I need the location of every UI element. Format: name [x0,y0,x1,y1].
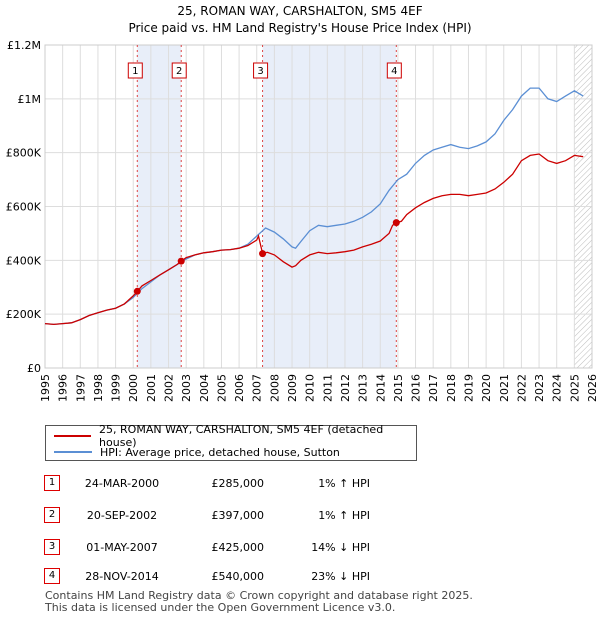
x-tick-label: 2018 [445,374,458,402]
y-tick-label: £600K [6,201,42,214]
sale-hpi-comparison: 14% ↓ HPI [311,541,370,554]
x-tick-label: 2021 [498,374,511,402]
x-tick-label: 2003 [180,374,193,402]
y-tick-label: £800K [6,147,42,160]
x-tick-label: 2002 [163,374,176,402]
sale-date: 24-MAR-2000 [84,477,160,490]
sale-marker-label-1: 1 [132,66,138,77]
sale-price: £285,000 [211,477,265,490]
sale-number-badge: 1 [44,475,60,491]
y-tick-label: £400K [6,254,42,267]
sale-hpi-comparison: 23% ↓ HPI [311,570,370,583]
y-tick-label: £0 [27,362,41,375]
sale-number-badge: 3 [44,539,60,555]
x-tick-label: 2010 [304,374,317,402]
attribution-footer: Contains HM Land Registry data © Crown c… [45,590,473,614]
sale-price: £540,000 [211,570,265,583]
legend-swatch-property [54,435,92,437]
sale-point-4 [392,219,400,227]
sale-date: 20-SEP-2002 [86,509,158,522]
x-tick-label: 1999 [110,374,123,402]
x-tick-label: 1997 [74,374,87,402]
sale-marker-box-3 [253,62,269,79]
x-tick-label: 1996 [57,374,70,402]
sale-marker-label-2: 2 [176,66,182,77]
x-tick-label: 2000 [127,374,140,402]
sale-number-badge: 2 [44,507,60,523]
x-tick-label: 2001 [145,374,158,402]
legend-item-property: 25, ROMAN WAY, CARSHALTON, SM5 4EF (deta… [54,423,416,449]
sale-marker-box-4 [386,62,402,79]
sale-row-4: 4 28-NOV-2014 £540,000 23% ↓ HPI [0,565,600,587]
legend-item-hpi: HPI: Average price, detached house, Sutt… [54,444,340,460]
legend: 25, ROMAN WAY, CARSHALTON, SM5 4EF (deta… [45,423,417,461]
sale-marker-label-3: 3 [257,66,263,77]
x-tick-label: 2020 [480,374,493,402]
x-tick-label: 2017 [427,374,440,402]
x-tick-label: 1998 [92,374,105,402]
x-tick-label: 2004 [198,374,211,402]
x-tick-label: 2005 [215,374,228,402]
legend-label-property: 25, ROMAN WAY, CARSHALTON, SM5 4EF (deta… [99,423,384,449]
attribution-line-1: Contains HM Land Registry data © Crown c… [45,589,473,602]
sale-marker-label-4: 4 [391,66,397,77]
x-tick-label: 2019 [462,374,475,402]
sale-point-2 [177,257,185,265]
x-tick-label: 2025 [568,374,581,402]
chart-subtitle: Price paid vs. HM Land Registry's House … [128,21,471,35]
x-tick-label: 2023 [533,374,546,402]
sale-price: £425,000 [211,541,265,554]
sale-hpi-comparison: 1% ↑ HPI [318,477,370,490]
x-tick-label: 2016 [410,374,423,402]
x-tick-label: 2014 [374,374,387,402]
sale-marker-box-1 [127,62,143,79]
x-tick-label: 2024 [551,374,564,402]
x-tick-label: 2015 [392,374,405,402]
price-chart: 25, ROMAN WAY, CARSHALTON, SM5 4EF Price… [6,4,599,402]
y-tick-label: £1M [18,93,42,106]
x-tick-label: 2012 [339,374,352,402]
legend-label-hpi: HPI: Average price, detached house, Sutt… [100,445,340,459]
x-tick-label: 2007 [251,374,264,402]
attribution-line-2: This data is licensed under the Open Gov… [45,601,396,614]
x-tick-label: 2011 [321,374,334,402]
sale-number-badge: 4 [44,568,60,584]
x-tick-label: 2013 [357,374,370,402]
plot-border [44,44,593,369]
x-tick-label: 2008 [268,374,281,402]
sale-point-3 [259,250,267,258]
sale-point-1 [133,287,141,295]
x-tick-label: 2006 [233,374,246,402]
y-tick-label: £1.2M [7,39,41,52]
sale-row-3: 3 01-MAY-2007 £425,000 14% ↓ HPI [0,536,600,558]
y-tick-label: £200K [6,308,42,321]
chart-title: 25, ROMAN WAY, CARSHALTON, SM5 4EF [177,4,422,18]
x-tick-label: 2026 [586,374,599,402]
sale-hpi-comparison: 1% ↑ HPI [318,509,370,522]
x-tick-label: 2009 [286,374,299,402]
sale-date: 28-NOV-2014 [85,570,159,583]
x-tick-label: 1995 [39,374,52,402]
x-tick-label: 2022 [515,374,528,402]
sale-row-2: 2 20-SEP-2002 £397,000 1% ↑ HPI [0,504,600,526]
sale-row-1: 1 24-MAR-2000 £285,000 1% ↑ HPI [0,472,600,494]
sale-date: 01-MAY-2007 [86,541,158,554]
sale-price: £397,000 [211,509,265,522]
legend-swatch-hpi [54,451,92,453]
sale-marker-box-2 [171,62,187,79]
